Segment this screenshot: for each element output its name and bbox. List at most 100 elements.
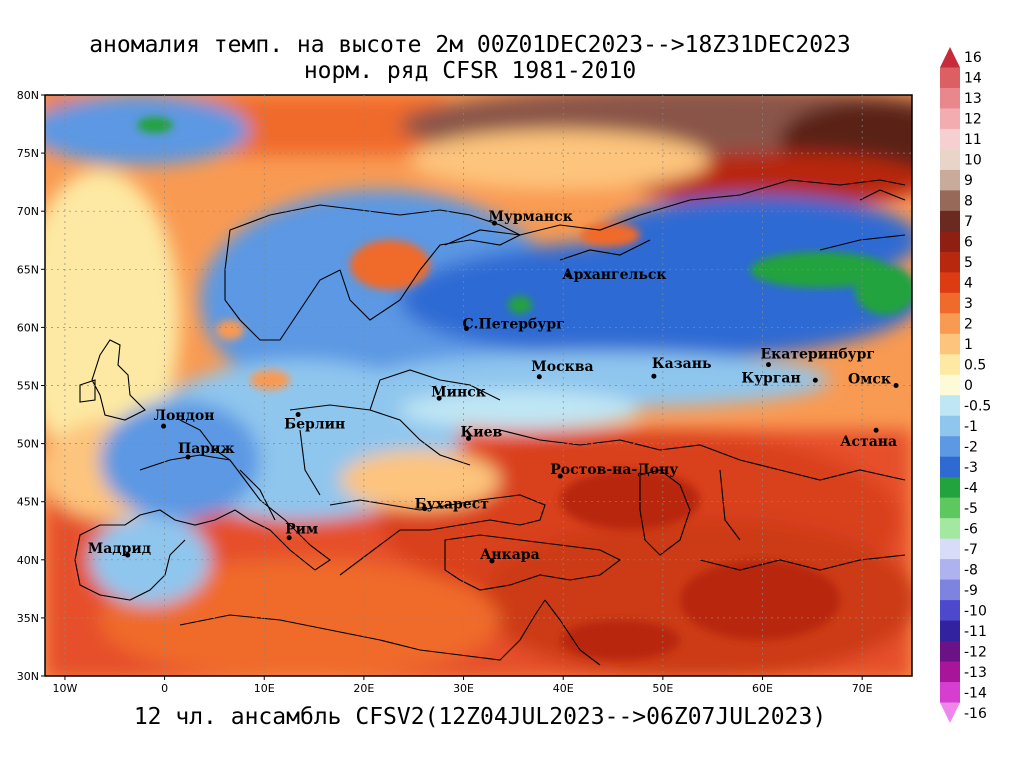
lat-tick-label: 45N [17, 496, 39, 509]
colorbar-label: 2 [964, 317, 973, 333]
colorbar-swatch [940, 661, 960, 683]
colorbar-swatch [940, 108, 960, 130]
colorbar-label: -14 [964, 685, 987, 701]
colorbar-swatch [940, 436, 960, 458]
lon-tick-label: 50E [652, 682, 673, 695]
colorbar-label: -9 [964, 583, 978, 599]
city-marker [565, 272, 571, 278]
city-label: Лондон [154, 408, 215, 424]
colorbar-label: -4 [964, 480, 978, 496]
colorbar-swatch [940, 251, 960, 273]
colorbar-label: -10 [964, 603, 987, 619]
colorbar-label: -2 [964, 439, 978, 455]
lon-tick-label: 30E [453, 682, 474, 695]
city-label: С.Петербург [463, 317, 565, 333]
lon-tick-label: 20E [353, 682, 374, 695]
colorbar-label: 6 [964, 235, 973, 251]
latitude-ticks: 80N 75N 70N 65N 60N 55N 50N 45N 40N 35N 30N [17, 89, 45, 683]
colorbar-swatch [940, 395, 960, 417]
colorbar-swatch [940, 210, 960, 232]
city-label: Ростов-на-Дону [550, 462, 678, 478]
city-marker [812, 377, 818, 383]
colorbar-swatch [940, 518, 960, 540]
longitude-ticks: 10W 0 10E 20E 30E 40E 50E 60E 70E [52, 676, 873, 695]
colorbar-label: 0 [964, 378, 973, 394]
city-marker [536, 374, 542, 380]
city-label: Киев [461, 424, 503, 440]
colorbar-swatch [940, 497, 960, 519]
colorbar-label: 4 [964, 276, 973, 292]
colorbar-swatch [940, 456, 960, 478]
colorbar-swatch [940, 87, 960, 109]
city-marker [185, 454, 191, 460]
colorbar-swatch [940, 477, 960, 499]
city-marker [491, 220, 497, 226]
city-marker [893, 383, 899, 388]
city-marker [557, 473, 563, 479]
colorbar-swatch [940, 620, 960, 642]
gridlines [45, 95, 912, 676]
colorbar-swatch [940, 190, 960, 212]
city-marker [464, 326, 470, 332]
lon-tick-label: 10W [52, 682, 77, 695]
city-marker [466, 435, 472, 441]
colorbar-label: -5 [964, 501, 978, 517]
colorbar-label: 7 [964, 214, 973, 230]
colorbar-swatch [940, 169, 960, 191]
lon-tick-label: 40E [553, 682, 574, 695]
city-marker [489, 558, 495, 564]
colorbar-label: -11 [964, 624, 987, 640]
colorbar-label: 1 [964, 337, 973, 353]
city-label: Москва [531, 359, 593, 375]
city-label: Мурманск [488, 209, 572, 225]
colorbar-swatch [940, 600, 960, 622]
lat-tick-label: 35N [17, 612, 39, 625]
city-label: Омск [848, 372, 891, 388]
city-label: Рим [285, 522, 318, 538]
city-marker [161, 423, 167, 429]
colorbar-swatch [940, 292, 960, 314]
colorbar-swatch [940, 682, 960, 704]
colorbar-swatch [940, 538, 960, 560]
lat-tick-label: 80N [17, 89, 39, 102]
city-marker [286, 535, 292, 541]
city-marker [765, 362, 771, 368]
city-label: Берлин [284, 417, 345, 433]
city-label: Мадрид [88, 541, 151, 557]
city-label: Анкара [480, 547, 540, 563]
map-subtitle: норм. ряд CFSR 1981-2010 [303, 58, 637, 84]
map-title: аномалия темп. на высоте 2м 00Z01DEC2023… [89, 32, 851, 58]
colorbar-swatch [940, 272, 960, 294]
colorbar-label: -13 [964, 665, 987, 681]
ensemble-footer: 12 чл. ансамбль CFSV2(12Z04JUL2023-->06Z… [133, 704, 827, 730]
city-marker [422, 506, 428, 512]
lat-tick-label: 40N [17, 554, 39, 567]
colorbar-label: -3 [964, 460, 978, 476]
colorbar-label: -12 [964, 644, 987, 660]
colorbar-label: -6 [964, 521, 978, 537]
colorbar-label: -8 [964, 562, 978, 578]
city-label: Казань [652, 356, 712, 372]
lon-tick-label: 70E [852, 682, 873, 695]
city-labels: Мурманск Архангельск С.Петербург Москва Каза… [88, 209, 899, 564]
city-label: Париж [178, 441, 235, 457]
colorbar-swatch [940, 415, 960, 437]
colorbar-swatch [940, 641, 960, 663]
city-label: Минск [431, 384, 486, 400]
colorbar-label: -0.5 [964, 398, 991, 414]
colorbar-swatch [940, 354, 960, 376]
colorbar-swatch [940, 47, 960, 68]
lon-tick-label: 0 [161, 682, 168, 695]
colorbar: 16 14 13 12 11 10 9 8 7 6 5 4 3 2 1 0.5 0 -0.5 -1 -2 -3 -4 -5 -… [940, 47, 991, 723]
colorbar-swatch [940, 313, 960, 335]
colorbar-swatch [940, 149, 960, 171]
city-marker [436, 395, 442, 401]
colorbar-label: 11 [964, 132, 982, 148]
colorbar-swatch [940, 559, 960, 581]
lat-tick-label: 75N [17, 147, 39, 160]
lat-tick-label: 30N [17, 670, 39, 683]
city-label: Курган [741, 370, 800, 386]
city-marker [125, 552, 131, 558]
colorbar-label: 12 [964, 112, 982, 128]
colorbar-label: -1 [964, 419, 978, 435]
